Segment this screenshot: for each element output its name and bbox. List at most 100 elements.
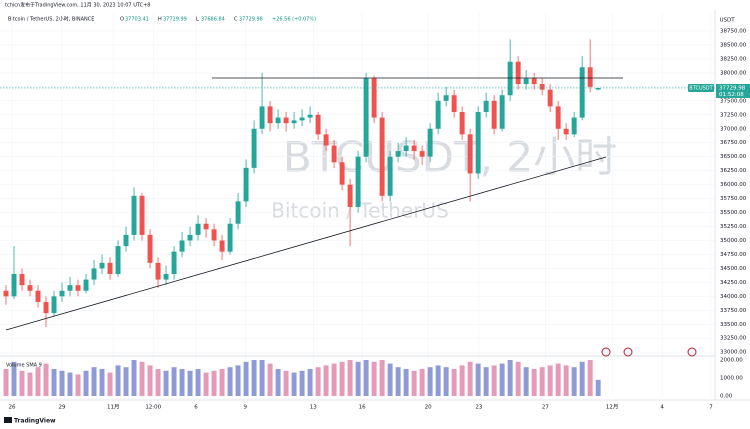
volume-bar xyxy=(507,360,513,396)
y-tick-label: 37000.00 xyxy=(720,126,747,132)
candle-body xyxy=(227,223,233,252)
x-tick-label: 7 xyxy=(709,405,713,411)
candle-body xyxy=(403,145,409,152)
x-tick-label: 27 xyxy=(542,405,549,411)
flag xyxy=(623,347,633,357)
candle-body xyxy=(99,262,105,269)
candle-body xyxy=(179,240,185,252)
x-tick-label: 13 xyxy=(310,405,317,411)
volume-bar xyxy=(219,369,225,396)
candle-body xyxy=(395,151,401,157)
candle-body xyxy=(67,285,73,291)
candle-body xyxy=(443,95,449,101)
volume-bar xyxy=(347,360,353,396)
y-tick-label: 37250.00 xyxy=(720,112,747,118)
volume-bar xyxy=(107,372,113,396)
volume-bar xyxy=(547,365,553,396)
y-tick-label: 38250.00 xyxy=(720,56,747,62)
candle-body xyxy=(139,195,145,235)
volume-bar xyxy=(203,372,209,396)
volume-bar xyxy=(115,365,121,396)
candle-body xyxy=(411,145,417,152)
volume-bar xyxy=(523,367,529,396)
volume-bar xyxy=(83,370,89,396)
x-tick-label: 20 xyxy=(425,405,432,411)
candle-body xyxy=(267,106,273,124)
volume-bar xyxy=(43,363,49,396)
candle-body xyxy=(307,114,313,118)
volume-bar xyxy=(595,379,601,396)
watermark: BTCUSDT, 2小时 xyxy=(283,133,617,182)
y-tick-label: 34750.00 xyxy=(720,252,747,258)
volume-bar xyxy=(291,372,297,396)
volume-bar xyxy=(123,367,129,396)
volume-bar xyxy=(451,369,457,396)
volume-bar xyxy=(403,369,409,396)
x-tick-label: 6 xyxy=(194,405,198,411)
candle-body xyxy=(507,61,513,96)
candle-body xyxy=(235,201,241,224)
candle-body xyxy=(131,195,137,235)
candle-body xyxy=(499,95,505,129)
candle-body xyxy=(339,162,345,185)
y-tick-label: 36750.00 xyxy=(720,140,747,146)
x-tick-label: 16 xyxy=(359,405,366,411)
volume-bar xyxy=(139,361,145,396)
candle-body xyxy=(283,117,289,124)
candle-body xyxy=(275,117,281,124)
candle-body xyxy=(571,117,577,135)
candle-body xyxy=(115,246,121,274)
candle-body xyxy=(291,120,297,124)
y-tick-label: 33500.00 xyxy=(720,322,747,328)
x-tick-label: 11月 xyxy=(107,404,120,411)
candle-body xyxy=(251,128,257,168)
y-tick-label: 34000.00 xyxy=(720,294,747,300)
candle-body xyxy=(491,100,497,129)
candle-body xyxy=(379,117,385,196)
x-tick-label: 23 xyxy=(475,405,482,411)
ohlc-key: H xyxy=(158,17,162,23)
volume-bar xyxy=(163,370,169,396)
candle-body xyxy=(595,87,601,90)
y-tick-label: 35250.00 xyxy=(720,224,747,230)
volume-bar xyxy=(131,360,137,396)
volume-bar xyxy=(411,370,417,396)
ohlc-value: 37729.98 xyxy=(239,17,263,23)
y-tick-label: 34250.00 xyxy=(720,280,747,286)
candle-body xyxy=(555,106,561,129)
footer-logo: TradingView xyxy=(14,418,56,425)
ohlc-header: O 37703.41 H 37729.99 L 37686.84 C 37729.98 +26.… xyxy=(120,17,316,23)
y-tick-label: 36000.00 xyxy=(720,182,747,188)
price-label-box xyxy=(716,83,750,98)
volume-bar xyxy=(435,365,441,396)
y-tick-label: 35000.00 xyxy=(720,238,747,244)
candle-body xyxy=(475,111,481,174)
volume-bar xyxy=(251,360,257,396)
candle-body xyxy=(363,78,369,157)
x-tick-label: 29 xyxy=(59,405,66,411)
candle-body xyxy=(51,296,57,314)
x-tick-label: 4 xyxy=(660,405,664,411)
volume-bar xyxy=(3,369,9,396)
volume-bar xyxy=(323,365,329,396)
candle-body xyxy=(243,167,249,202)
volume-bar xyxy=(491,365,497,396)
volume-bar xyxy=(179,369,185,396)
candle-body xyxy=(203,223,209,230)
last-price: 37729.98 xyxy=(719,85,746,91)
candle-body xyxy=(19,273,25,286)
volume-bar xyxy=(27,372,33,396)
volume-bar xyxy=(227,367,233,396)
candle-body xyxy=(43,301,49,314)
candle-body xyxy=(427,128,433,157)
grid: 33000.00 33250.00 33500.00 33750.00 34000.00… xyxy=(0,12,747,411)
volume-bar xyxy=(67,372,73,396)
volume-bar xyxy=(459,365,465,396)
candle-body xyxy=(451,95,457,112)
volume-bar xyxy=(355,361,361,396)
logo-icon xyxy=(4,417,12,423)
flag xyxy=(601,347,611,357)
x-tick-label: 12:00 xyxy=(145,405,161,411)
candle-body xyxy=(587,67,593,87)
volume-bar xyxy=(371,361,377,396)
